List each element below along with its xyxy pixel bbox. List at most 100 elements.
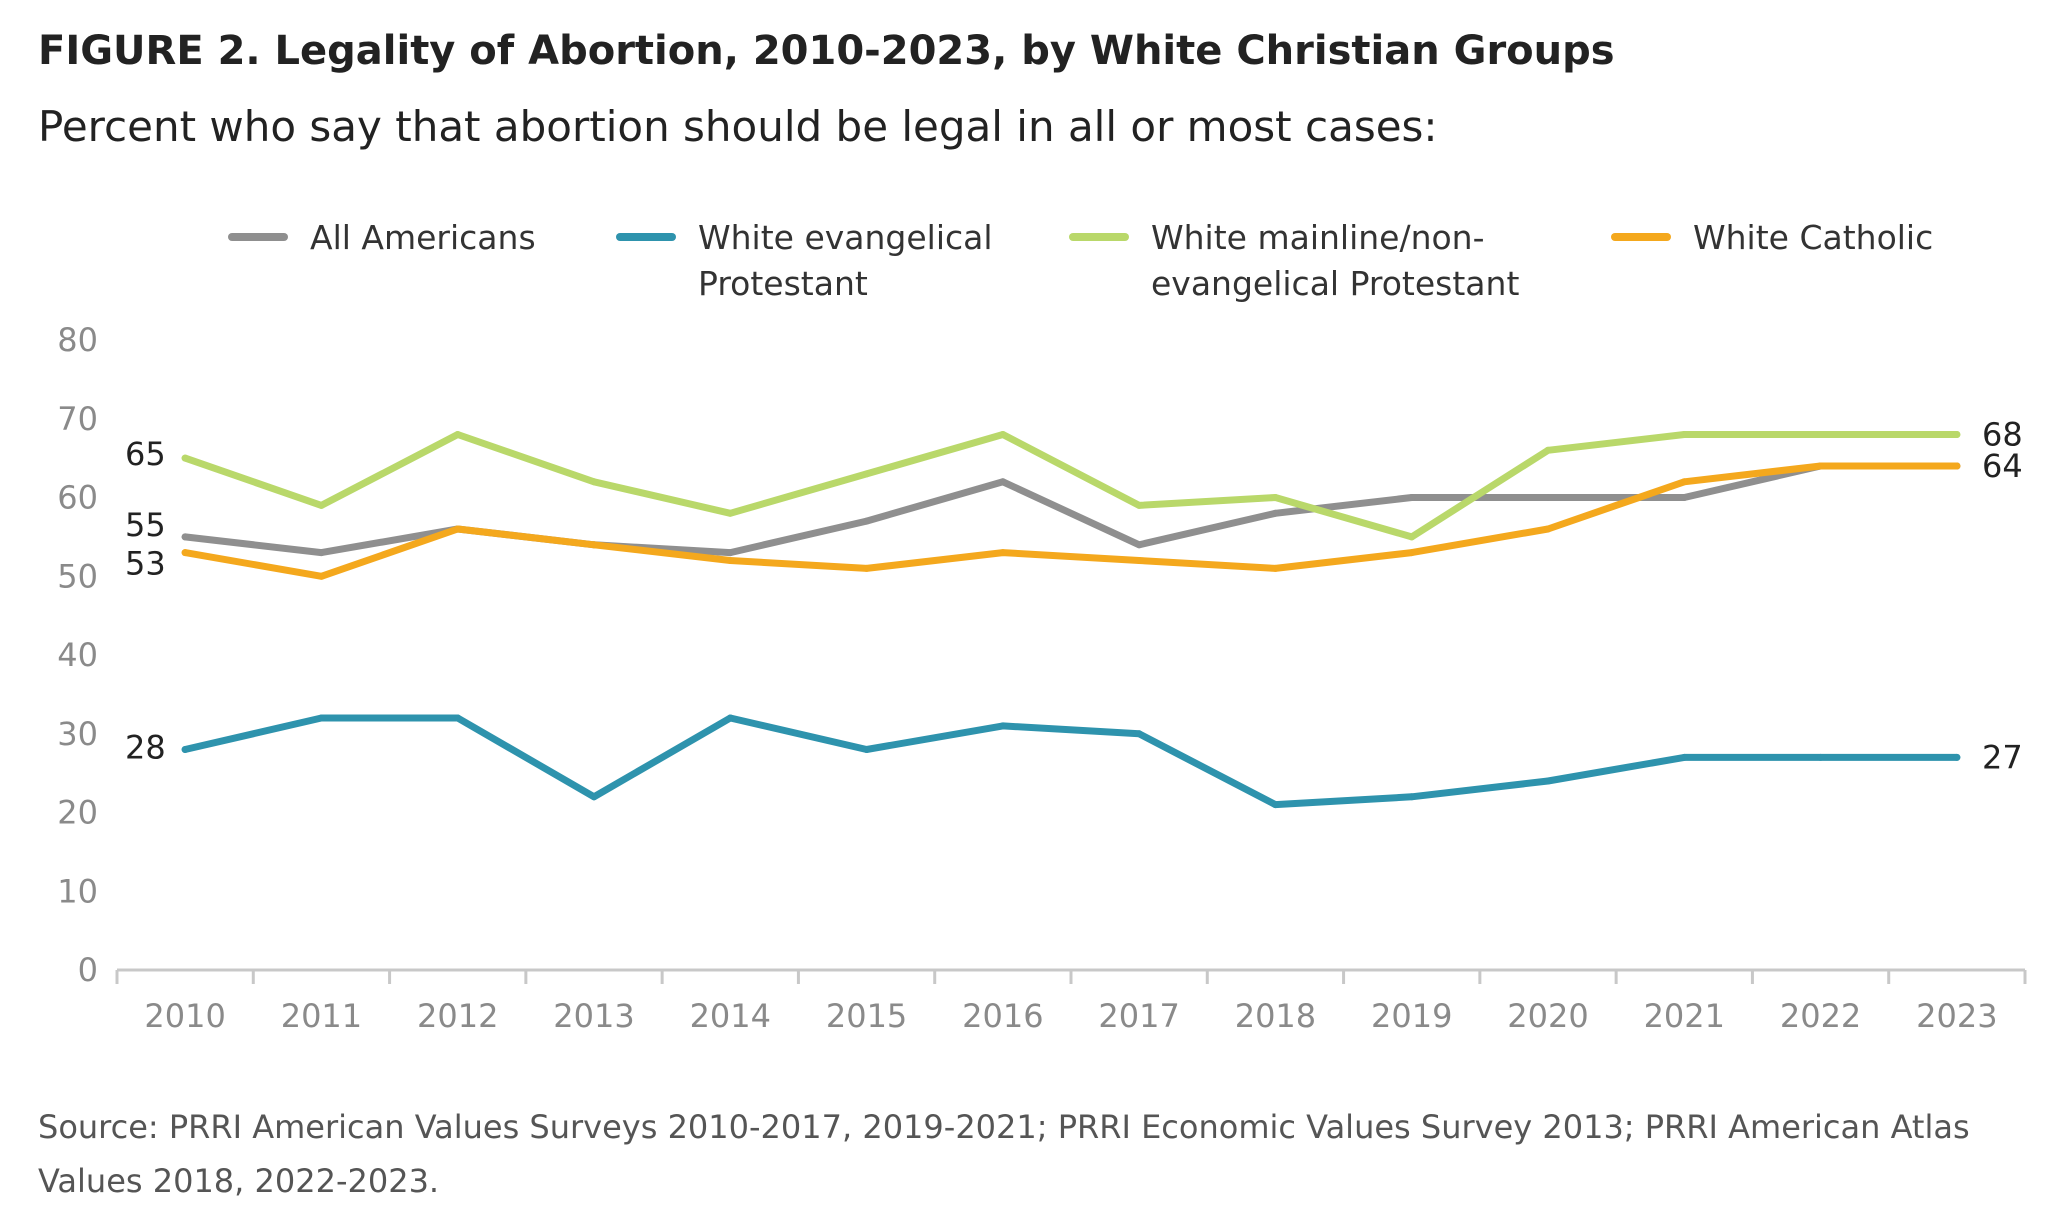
data-point-all	[1680, 494, 1688, 501]
start-label-evangelical: 28	[125, 729, 166, 767]
series-line-catholic	[181, 462, 1961, 580]
data-point-mainline	[590, 478, 598, 486]
data-point-catholic	[181, 549, 189, 557]
data-point-evangelical	[1544, 777, 1552, 785]
data-point-all	[1135, 541, 1143, 549]
x-tick-label: 2020	[1507, 997, 1588, 1035]
x-tick-label: 2016	[962, 997, 1043, 1035]
data-point-evangelical	[999, 722, 1007, 730]
data-point-catholic	[1953, 462, 1961, 470]
data-point-mainline	[1135, 501, 1143, 509]
data-point-all	[1544, 494, 1552, 501]
series-line-mainline	[181, 431, 1961, 541]
data-point-mainline	[1544, 446, 1552, 454]
data-point-evangelical	[1271, 801, 1279, 809]
start-label-all: 55	[125, 506, 166, 544]
x-tick-label: 2018	[1235, 997, 1316, 1035]
data-point-mainline	[1680, 431, 1688, 438]
data-point-catholic	[1271, 564, 1279, 572]
legend: All Americans White evangelical Protestant…	[228, 218, 1933, 303]
data-point-mainline	[1817, 431, 1825, 438]
data-point-catholic	[1408, 549, 1416, 557]
data-point-catholic	[317, 572, 325, 580]
y-tick-label: 20	[57, 794, 98, 832]
x-axis: 2010 2011 2012 2013 2014 2015 2016 2017 2018 2019…	[115, 968, 2027, 1035]
start-label-mainline: 65	[125, 435, 166, 473]
data-point-evangelical	[863, 746, 871, 753]
y-axis: 0 10 20 30 40 50 60 70 80	[57, 321, 98, 989]
data-point-evangelical	[1135, 730, 1143, 738]
chart-subtitle: Percent who say that abortion should be …	[38, 102, 1438, 151]
x-tick-label: 2022	[1780, 997, 1861, 1035]
y-tick-label: 50	[57, 557, 98, 595]
series-line-evangelical	[181, 714, 1961, 809]
data-point-mainline	[181, 454, 189, 462]
data-point-evangelical	[1408, 793, 1416, 801]
end-label-catholic: 64	[1982, 447, 2023, 485]
x-tick-label: 2017	[1098, 997, 1179, 1035]
data-point-all	[317, 549, 325, 557]
x-tick-label: 2014	[690, 997, 771, 1035]
data-point-catholic	[726, 557, 734, 564]
data-point-evangelical	[1680, 753, 1688, 761]
data-point-evangelical	[726, 714, 734, 722]
data-point-mainline	[1271, 494, 1279, 501]
y-tick-label: 30	[57, 715, 98, 753]
data-point-catholic	[863, 564, 871, 572]
data-point-mainline	[863, 470, 871, 478]
data-point-catholic	[454, 525, 462, 533]
data-point-all	[1408, 494, 1416, 501]
legend-item-all: All Americans	[228, 218, 536, 257]
chart-title: FIGURE 2. Legality of Abortion, 2010-202…	[38, 28, 1615, 74]
x-tick-label: 2013	[553, 997, 634, 1035]
data-point-mainline	[726, 509, 734, 517]
series-lines	[181, 431, 1961, 809]
x-tick-label: 2023	[1916, 997, 1997, 1035]
end-label-evangelical: 27	[1982, 738, 2023, 776]
data-point-all	[863, 517, 871, 525]
x-tick-label: 2021	[1644, 997, 1725, 1035]
y-tick-label: 60	[57, 479, 98, 517]
y-tick-label: 10	[57, 872, 98, 910]
data-point-all	[999, 478, 1007, 486]
data-point-all	[1271, 509, 1279, 517]
start-label-catholic: 53	[125, 545, 166, 583]
source-note: Source: PRRI American Values Surveys 201…	[38, 1108, 1970, 1200]
y-tick-label: 40	[57, 636, 98, 674]
end-label-mainline: 68	[1982, 416, 2023, 454]
y-tick-label: 0	[78, 951, 98, 989]
legend-item-catholic: White Catholic	[1611, 218, 1933, 257]
data-labels: 55 28 27 65 68 53 64	[125, 416, 2023, 777]
legend-label: White evangelical	[698, 218, 993, 257]
data-point-evangelical	[317, 714, 325, 722]
data-point-catholic	[1817, 462, 1825, 470]
data-point-mainline	[999, 431, 1007, 438]
legend-label: White mainline/non-	[1151, 218, 1485, 257]
data-point-mainline	[317, 501, 325, 509]
y-tick-label: 70	[57, 400, 98, 438]
data-point-catholic	[590, 541, 598, 549]
legend-item-mainline: White mainline/non-evangelical Protestan…	[1069, 218, 1519, 303]
data-point-all	[181, 533, 189, 541]
data-point-evangelical	[454, 714, 462, 722]
y-tick-label: 80	[57, 321, 98, 359]
legend-item-evangelical: White evangelical Protestant	[616, 218, 993, 303]
legend-label: White Catholic	[1693, 218, 1933, 257]
data-point-evangelical	[1953, 753, 1961, 761]
data-point-evangelical	[590, 793, 598, 801]
x-tick-label: 2010	[144, 997, 225, 1035]
data-point-catholic	[999, 549, 1007, 557]
x-tick-label: 2012	[417, 997, 498, 1035]
legend-label: Protestant	[698, 264, 868, 303]
data-point-mainline	[1408, 533, 1416, 541]
x-tick-label: 2019	[1371, 997, 1452, 1035]
legend-label: evangelical Protestant	[1151, 264, 1519, 303]
data-point-mainline	[1953, 431, 1961, 438]
legend-label: All Americans	[310, 218, 536, 257]
x-tick-label: 2011	[281, 997, 362, 1035]
data-point-all	[726, 549, 734, 557]
data-point-evangelical	[181, 746, 189, 753]
data-point-mainline	[454, 431, 462, 438]
x-tick-label: 2015	[826, 997, 907, 1035]
